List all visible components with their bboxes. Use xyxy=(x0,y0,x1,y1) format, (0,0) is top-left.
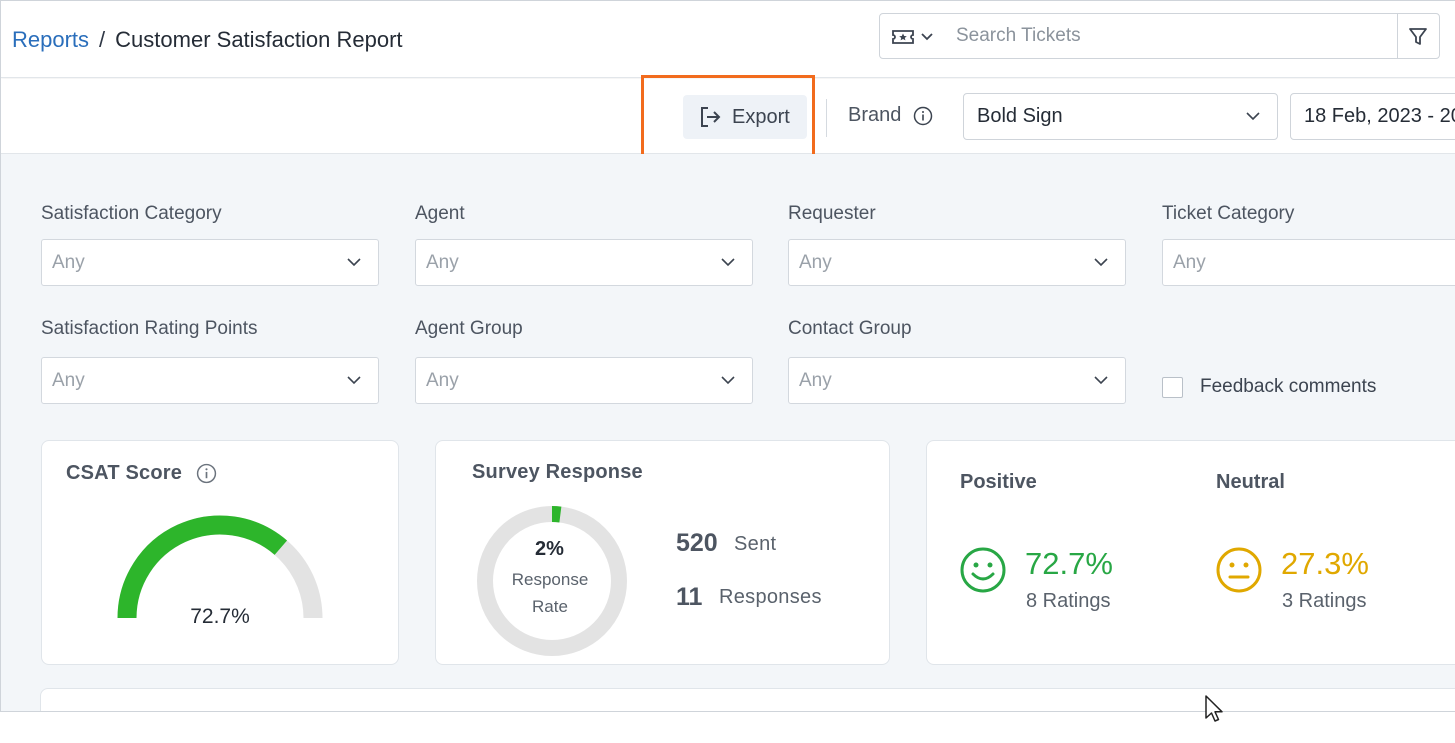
chevron-down-icon xyxy=(347,258,361,267)
gauge-fill xyxy=(117,515,288,619)
feedback-comments-toggle: Feedback comments xyxy=(1162,376,1376,398)
export-icon xyxy=(701,107,721,127)
survey-response-card: Survey Response 2% Response Rate 520 Sen… xyxy=(435,440,890,665)
neutral-title: Neutral xyxy=(1216,471,1285,493)
response-rate-ring xyxy=(477,506,627,656)
neutral-ratings: 3 Ratings xyxy=(1282,590,1367,612)
ticket-type-selector[interactable] xyxy=(892,27,938,47)
top-header: Reports / Customer Satisfaction Report xyxy=(1,1,1455,78)
response-rate-value: 2% xyxy=(535,538,564,560)
neutral-percent: 27.3% xyxy=(1281,546,1369,581)
brand-dropdown-value: Bold Sign xyxy=(977,105,1063,127)
agent-group-dropdown[interactable]: Any xyxy=(415,357,753,404)
agent-dropdown[interactable]: Any xyxy=(415,239,753,286)
csat-gauge xyxy=(117,515,323,619)
breadcrumb-separator: / xyxy=(99,27,106,52)
ticket-icon xyxy=(892,30,914,44)
positive-title: Positive xyxy=(960,471,1037,493)
filter-satisfaction-rating-points: Satisfaction Rating Points Any xyxy=(41,318,379,404)
smile-face-icon xyxy=(960,547,1006,593)
filter-icon[interactable] xyxy=(1407,26,1429,48)
csat-value: 72.7% xyxy=(190,605,250,628)
dropdown-value: Any xyxy=(1173,251,1206,273)
mouse-cursor-icon xyxy=(1205,695,1223,722)
feedback-comments-checkbox[interactable] xyxy=(1162,376,1183,398)
dropdown-value: Any xyxy=(799,369,832,391)
filter-satisfaction-category: Satisfaction Category Any xyxy=(41,203,379,286)
dropdown-value: Any xyxy=(52,251,85,273)
filter-label: Agent xyxy=(415,203,465,224)
brand-label: Brand xyxy=(848,104,933,127)
filter-label: Ticket Category xyxy=(1162,203,1295,224)
chevron-down-icon xyxy=(721,376,735,385)
satisfaction-rating-points-dropdown[interactable]: Any xyxy=(41,357,379,404)
csat-title: CSAT Score xyxy=(66,462,217,485)
csat-score-card: CSAT Score 72.7% xyxy=(41,440,399,665)
date-range-value: 18 Feb, 2023 - 20 xyxy=(1304,105,1455,127)
filter-ticket-category: Ticket Category Any xyxy=(1162,203,1455,286)
ticket-category-dropdown[interactable]: Any xyxy=(1162,239,1455,286)
dropdown-value: Any xyxy=(426,251,459,273)
response-rate-label: Response Rate xyxy=(511,570,589,616)
info-icon[interactable] xyxy=(196,463,217,484)
search-input[interactable] xyxy=(956,22,1386,50)
sent-label: Sent xyxy=(734,533,777,555)
chevron-down-icon xyxy=(1094,376,1108,385)
dropdown-value: Any xyxy=(426,369,459,391)
positive-ratings: 8 Ratings xyxy=(1026,590,1111,612)
search-divider xyxy=(1397,14,1398,58)
dropdown-value: Any xyxy=(52,369,85,391)
feedback-comments-label: Feedback comments xyxy=(1200,376,1377,397)
filter-label: Contact Group xyxy=(788,318,912,339)
filter-label: Satisfaction Category xyxy=(41,203,222,224)
export-button[interactable]: Export xyxy=(683,95,807,139)
filter-agent: Agent Any xyxy=(415,203,753,286)
responses-count: 11 xyxy=(676,583,703,611)
date-range-picker[interactable]: 18 Feb, 2023 - 20 xyxy=(1290,93,1455,140)
report-toolbar: Export Brand Bold Sign 18 Feb, 2023 - 20 xyxy=(1,75,1455,161)
filter-agent-group: Agent Group Any xyxy=(415,318,753,404)
responses-label: Responses xyxy=(719,586,822,608)
brand-label-text: Brand xyxy=(848,104,902,126)
positive-percent: 72.7% xyxy=(1025,546,1113,581)
page-title: Customer Satisfaction Report xyxy=(115,27,403,52)
dropdown-value: Any xyxy=(799,251,832,273)
filter-requester: Requester Any xyxy=(788,203,1126,286)
neutral-face-icon xyxy=(1216,547,1262,593)
sent-count: 520 xyxy=(676,529,718,557)
chevron-down-icon xyxy=(347,376,361,385)
csat-title-text: CSAT Score xyxy=(66,462,183,484)
sentiment-card: Positive 72.7% 8 Ratings Neutral 27.3% 3… xyxy=(926,440,1455,665)
ticket-search-box xyxy=(879,13,1440,59)
chevron-down-icon xyxy=(1094,258,1108,267)
chevron-down-icon xyxy=(721,258,735,267)
survey-title: Survey Response xyxy=(472,461,643,483)
satisfaction-category-dropdown[interactable]: Any xyxy=(41,239,379,286)
breadcrumb: Reports / Customer Satisfaction Report xyxy=(12,27,403,53)
ring-fill xyxy=(477,506,627,656)
report-table-card xyxy=(40,688,1455,711)
brand-dropdown[interactable]: Bold Sign xyxy=(963,93,1278,140)
app-window: Reports / Customer Satisfaction Report xyxy=(0,0,1455,712)
info-icon[interactable] xyxy=(913,106,933,126)
chevron-down-icon xyxy=(921,33,933,41)
requester-dropdown[interactable]: Any xyxy=(788,239,1126,286)
chevron-down-icon xyxy=(1246,112,1260,121)
filter-label: Agent Group xyxy=(415,318,523,339)
contact-group-dropdown[interactable]: Any xyxy=(788,357,1126,404)
breadcrumb-reports-link[interactable]: Reports xyxy=(12,27,90,52)
filter-label: Satisfaction Rating Points xyxy=(41,318,258,339)
filter-contact-group: Contact Group Any xyxy=(788,318,1126,404)
filter-label: Requester xyxy=(788,203,876,224)
report-content: Satisfaction Category Any Agent Any Requ… xyxy=(1,154,1455,711)
export-label: Export xyxy=(732,105,790,128)
toolbar-divider xyxy=(826,99,827,137)
